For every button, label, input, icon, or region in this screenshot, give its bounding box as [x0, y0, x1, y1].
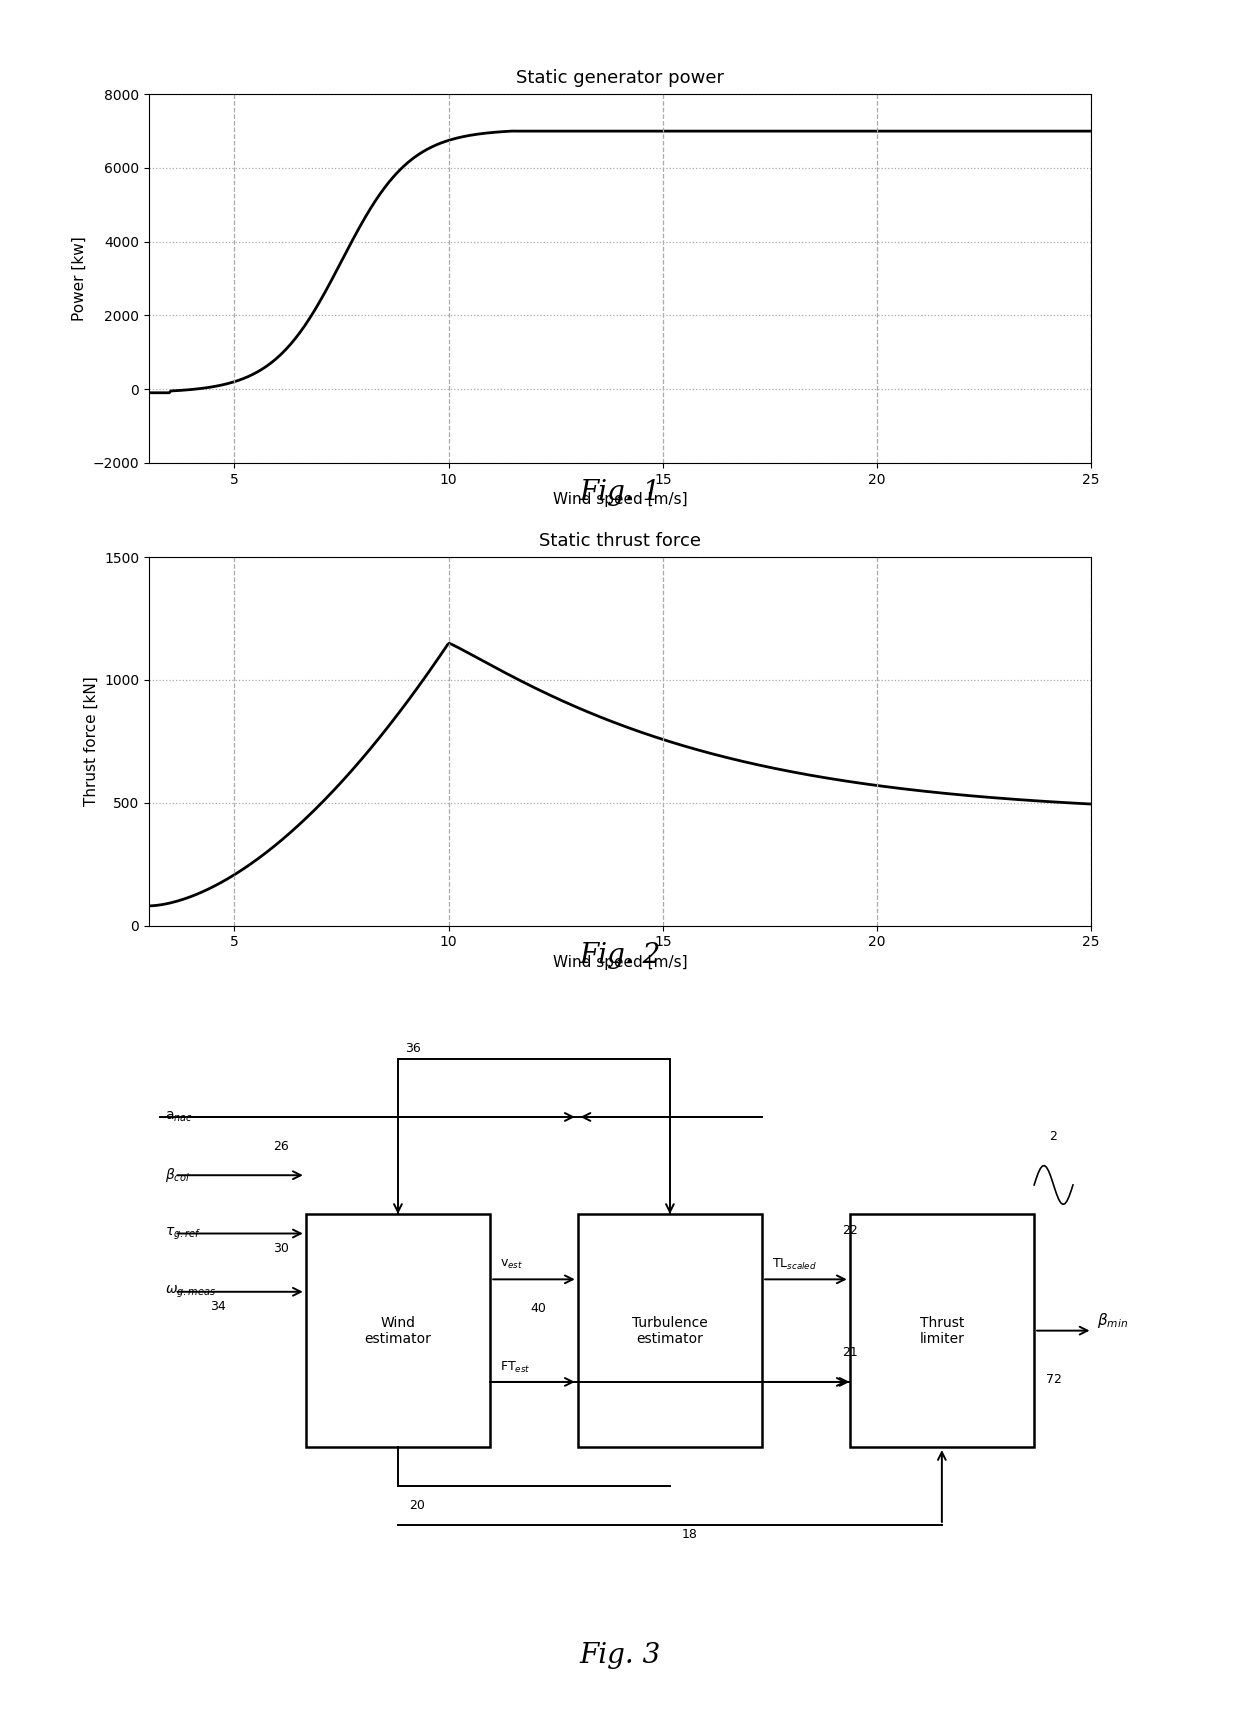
- Y-axis label: Thrust force [kN]: Thrust force [kN]: [83, 677, 98, 806]
- Text: FT$_{est}$: FT$_{est}$: [500, 1359, 531, 1375]
- Title: Static thrust force: Static thrust force: [539, 531, 701, 550]
- Title: Static generator power: Static generator power: [516, 69, 724, 87]
- Text: $\beta_{min}$: $\beta_{min}$: [1097, 1311, 1128, 1330]
- Text: a$_{nac}$: a$_{nac}$: [165, 1109, 193, 1124]
- Text: 34: 34: [211, 1299, 226, 1313]
- Text: Fig. 2: Fig. 2: [579, 943, 661, 970]
- FancyBboxPatch shape: [578, 1214, 763, 1447]
- Text: $\tau_{g.ref}$: $\tau_{g.ref}$: [165, 1226, 201, 1241]
- FancyBboxPatch shape: [849, 1214, 1034, 1447]
- X-axis label: Wind speed [m/s]: Wind speed [m/s]: [553, 955, 687, 970]
- Text: TL$_{scaled}$: TL$_{scaled}$: [771, 1258, 817, 1272]
- Text: Turbulence
estimator: Turbulence estimator: [632, 1316, 708, 1345]
- Text: $\beta_{col}$: $\beta_{col}$: [165, 1166, 190, 1184]
- Text: 20: 20: [409, 1500, 425, 1512]
- Text: Thrust
limiter: Thrust limiter: [919, 1316, 965, 1345]
- Text: Fig. 1: Fig. 1: [579, 480, 661, 507]
- Text: 22: 22: [842, 1224, 858, 1238]
- Text: 2: 2: [1049, 1130, 1058, 1143]
- Text: 40: 40: [531, 1303, 547, 1315]
- Y-axis label: Power [kw]: Power [kw]: [72, 237, 87, 321]
- Text: 36: 36: [404, 1042, 420, 1056]
- Text: 30: 30: [274, 1241, 289, 1255]
- Text: 72: 72: [1045, 1373, 1061, 1385]
- X-axis label: Wind speed [m/s]: Wind speed [m/s]: [553, 492, 687, 507]
- Text: Wind
estimator: Wind estimator: [365, 1316, 432, 1345]
- FancyBboxPatch shape: [306, 1214, 490, 1447]
- Text: 18: 18: [682, 1529, 697, 1541]
- Text: Fig. 3: Fig. 3: [579, 1642, 661, 1669]
- FancyBboxPatch shape: [131, 1010, 1121, 1613]
- Text: 21: 21: [842, 1345, 858, 1359]
- Text: v$_{est}$: v$_{est}$: [500, 1258, 523, 1272]
- Text: $\omega_{g.meas}$: $\omega_{g.meas}$: [165, 1284, 216, 1299]
- Text: 26: 26: [274, 1140, 289, 1152]
